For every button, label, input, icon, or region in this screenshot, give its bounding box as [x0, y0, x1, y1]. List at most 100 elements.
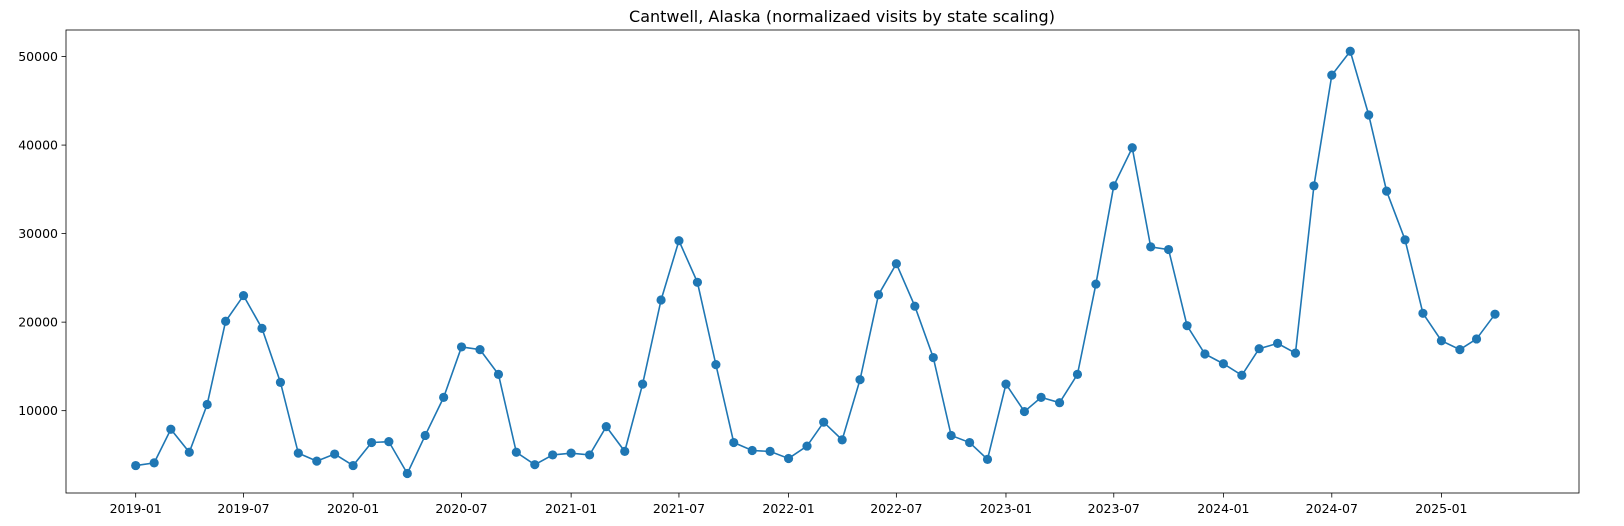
data-point [475, 344, 485, 355]
chart-title: Cantwell, Alaska (normalizaed visits by … [629, 7, 1055, 26]
data-point [166, 424, 176, 434]
data-point [238, 290, 249, 301]
data-point [1455, 344, 1465, 355]
x-tick-label: 2023-07 [1088, 501, 1140, 516]
x-tick-label: 2020-01 [327, 501, 379, 516]
data-point [548, 450, 558, 460]
data-point [765, 446, 775, 456]
data-point [692, 277, 703, 287]
data-point [601, 422, 611, 432]
x-tick-label: 2021-07 [653, 501, 705, 516]
data-point [275, 377, 286, 387]
data-point [1182, 321, 1192, 331]
data-point [638, 379, 648, 389]
x-tick-label: 2023-01 [980, 501, 1032, 516]
data-point [1490, 309, 1500, 319]
data-point [837, 435, 847, 445]
data-point [674, 236, 684, 246]
x-tick-label: 2019-07 [217, 501, 269, 516]
data-point [1036, 392, 1046, 402]
data-point [1127, 143, 1137, 153]
data-point [819, 417, 829, 427]
x-tick-label: 2025-01 [1415, 501, 1467, 516]
data-point [402, 468, 412, 479]
data-point [1091, 279, 1101, 289]
data-point [1146, 242, 1156, 252]
series-line [135, 49, 1496, 476]
data-point [946, 430, 956, 441]
data-point [493, 369, 504, 379]
data-point [1327, 70, 1337, 80]
x-tick-label: 2024-07 [1306, 501, 1358, 516]
data-point [420, 430, 430, 441]
y-tick-label: 10000 [18, 403, 58, 418]
data-point [711, 360, 721, 370]
data-point [184, 447, 194, 457]
data-point [511, 447, 521, 457]
data-point [910, 301, 920, 311]
data-point [1290, 348, 1301, 358]
data-point [729, 437, 739, 448]
x-tick-label: 2020-07 [435, 501, 487, 516]
data-point [1400, 235, 1410, 245]
data-point [330, 449, 340, 459]
data-point [1019, 406, 1030, 417]
data-point [783, 453, 794, 464]
data-point [982, 454, 993, 464]
data-point [439, 392, 449, 402]
data-point [1436, 336, 1446, 346]
data-point [1001, 379, 1011, 389]
data-point [1418, 308, 1428, 318]
data-point [1254, 344, 1264, 354]
data-point [1109, 181, 1119, 191]
data-point [1218, 359, 1228, 369]
data-point [149, 458, 159, 468]
y-tick-label: 20000 [18, 315, 58, 330]
data-point [1364, 110, 1374, 120]
data-point [1237, 370, 1247, 380]
x-tick-label: 2019-01 [110, 501, 162, 516]
data-point [202, 399, 212, 410]
data-point [891, 259, 901, 269]
data-point [530, 460, 540, 470]
data-point [620, 446, 630, 456]
data-point [131, 460, 141, 471]
data-point [928, 352, 938, 363]
data-point [747, 445, 757, 456]
data-point [1072, 369, 1083, 379]
data-point [802, 441, 812, 451]
data-point [456, 342, 467, 352]
data-point [855, 375, 865, 385]
x-tick-label: 2021-01 [545, 501, 597, 516]
data-point [584, 450, 595, 460]
y-tick-label: 50000 [18, 49, 58, 64]
y-tick-label: 40000 [18, 138, 58, 153]
axes: 2019-01 2019-07 2020-01 2020-07 2021-01 2021-… [18, 49, 1467, 516]
x-tick-label: 2022-01 [762, 501, 814, 516]
data-point [965, 437, 975, 448]
y-tick-label: 30000 [18, 226, 58, 241]
data-point [1200, 349, 1210, 359]
data-point [366, 437, 377, 448]
data-point [566, 448, 576, 458]
data-point [1309, 181, 1319, 191]
data-point [1471, 334, 1482, 344]
data-point [656, 295, 666, 305]
data-point [1382, 186, 1392, 196]
plot-area [65, 29, 1580, 494]
x-tick-label: 2024-01 [1197, 501, 1249, 516]
data-point [312, 456, 322, 466]
series-markers [131, 46, 1500, 479]
data-point [1272, 338, 1283, 348]
data-point [873, 290, 884, 300]
data-point [348, 460, 358, 471]
data-point [1163, 244, 1174, 255]
data-point [1054, 398, 1065, 408]
x-tick-label: 2022-07 [870, 501, 922, 516]
data-point [257, 323, 267, 333]
data-point [221, 316, 231, 326]
data-point [384, 437, 394, 447]
data-point [293, 448, 303, 458]
data-point [1345, 46, 1355, 56]
